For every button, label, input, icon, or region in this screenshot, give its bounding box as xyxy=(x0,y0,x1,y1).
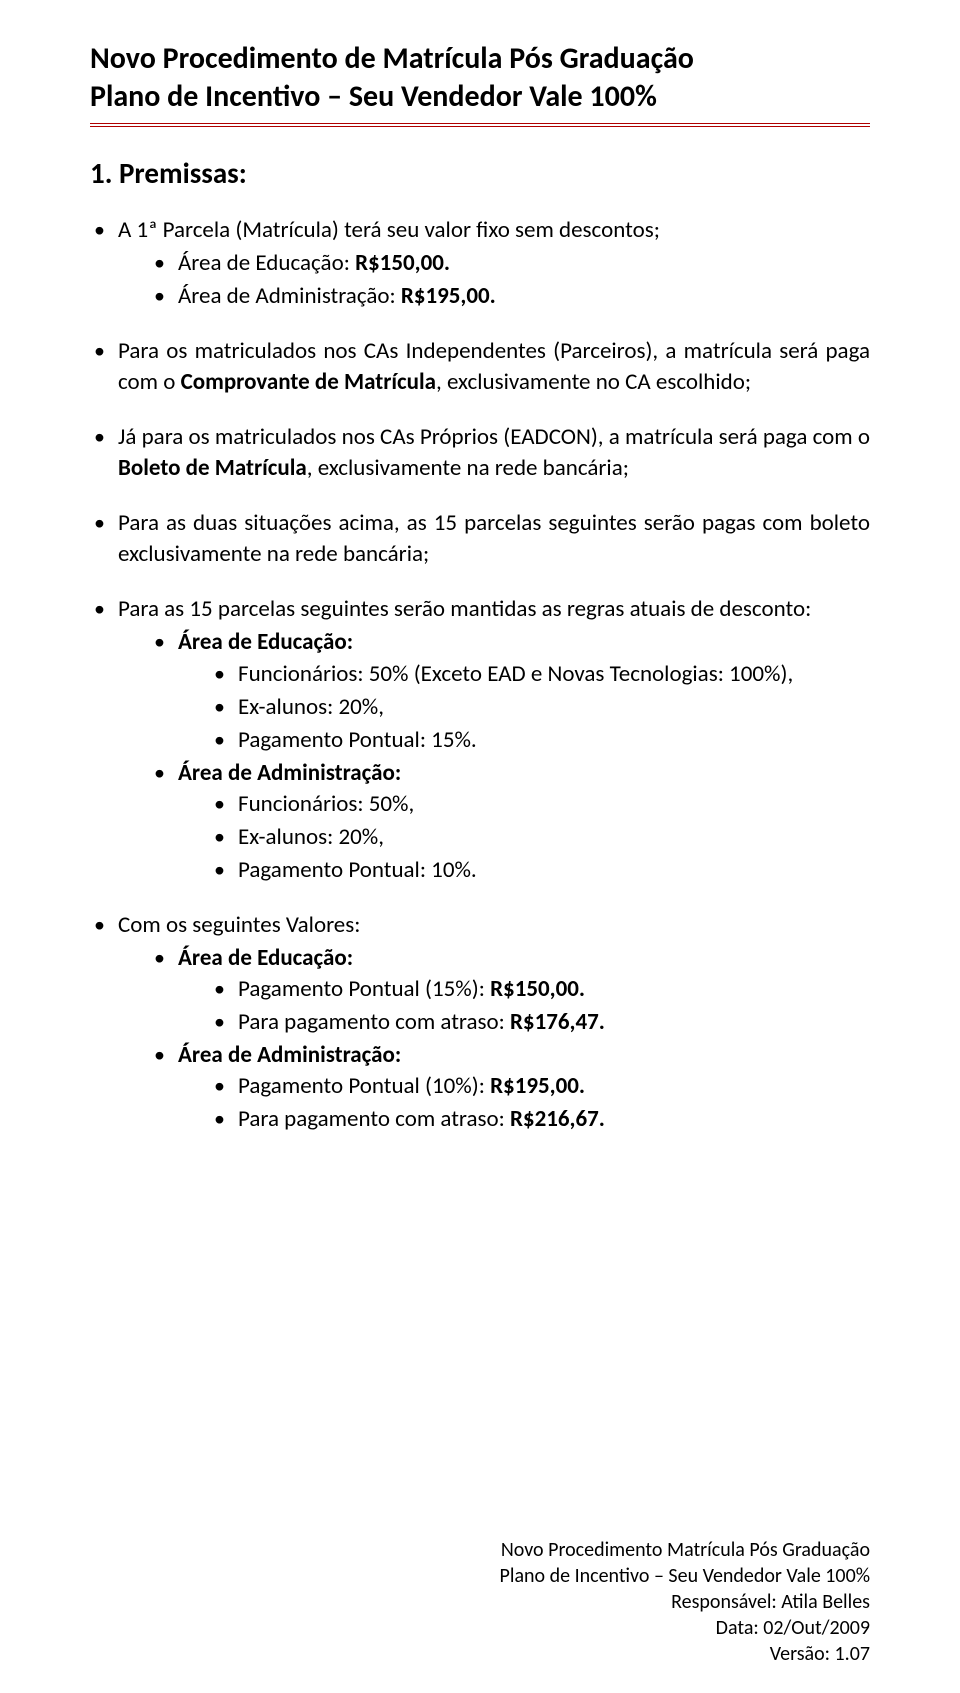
p6-adm-title: Área de Administração: xyxy=(178,1041,401,1069)
p3-bold: Boleto de Matrícula xyxy=(118,454,307,482)
doc-title-line2: Plano de Incentivo – Seu Vendedor Vale 1… xyxy=(90,78,870,116)
premissas-list: A 1ª Parcela (Matrícula) terá seu valor … xyxy=(90,215,870,1135)
p6-adm-pontual-a: Pagamento Pontual (10%): xyxy=(238,1072,490,1100)
p2-b: , exclusivamente no CA escolhido; xyxy=(436,368,751,396)
p5-educacao: Área de Educação: Funcionários: 50% (Exc… xyxy=(152,627,870,755)
p6-adm-pontual: Pagamento Pontual (10%): R$195,00. xyxy=(212,1071,870,1102)
p5-sublist: Área de Educação: Funcionários: 50% (Exc… xyxy=(118,627,870,885)
premissa-4: Para as duas situações acima, as 15 parc… xyxy=(90,508,870,570)
footer-l3: Responsável: Atila Belles xyxy=(500,1589,870,1615)
premissa-3: Já para os matriculados nos CAs Próprios… xyxy=(90,422,870,484)
p6-adm-pontual-b: R$195,00. xyxy=(490,1072,585,1100)
p6-adm-atraso-a: Para pagamento com atraso: xyxy=(238,1105,510,1133)
footer-l5: Versão: 1.07 xyxy=(500,1641,870,1667)
document-footer: Novo Procedimento Matrícula Pós Graduaçã… xyxy=(500,1537,870,1667)
p6-adm-list: Pagamento Pontual (10%): R$195,00. Para … xyxy=(178,1071,870,1135)
p5-administracao: Área de Administração: Funcionários: 50%… xyxy=(152,758,870,886)
footer-l2: Plano de Incentivo – Seu Vendedor Vale 1… xyxy=(500,1563,870,1589)
section-title: 1. Premissas: xyxy=(90,155,870,191)
p1-sublist: Área de Educação: R$150,00. Área de Admi… xyxy=(118,248,870,312)
p6-adm-atraso: Para pagamento com atraso: R$216,67. xyxy=(212,1104,870,1135)
p6-edu-atraso: Para pagamento com atraso: R$176,47. xyxy=(212,1007,870,1038)
premissa-5: Para as 15 parcelas seguintes serão mant… xyxy=(90,594,870,885)
p1-adm-value: R$195,00. xyxy=(401,282,496,310)
p1-adm-label: Área de Administração: xyxy=(178,282,401,310)
p5-edu-exaluno: Ex-alunos: 20%, xyxy=(212,692,870,723)
p6-edu-atraso-a: Para pagamento com atraso: xyxy=(238,1008,510,1036)
p5-adm-title: Área de Administração: xyxy=(178,759,401,787)
p5-adm-exaluno: Ex-alunos: 20%, xyxy=(212,822,870,853)
premissa-2: Para os matriculados nos CAs Independent… xyxy=(90,336,870,398)
p5-edu-func: Funcionários: 50% (Exceto EAD e Novas Te… xyxy=(212,659,870,690)
footer-l1: Novo Procedimento Matrícula Pós Graduaçã… xyxy=(500,1537,870,1563)
p6-edu-pontual-b: R$150,00. xyxy=(490,975,585,1003)
p1-educacao: Área de Educação: R$150,00. xyxy=(152,248,870,279)
p1-administracao: Área de Administração: R$195,00. xyxy=(152,281,870,312)
p6-educacao: Área de Educação: Pagamento Pontual (15%… xyxy=(152,943,870,1038)
p6-sublist: Área de Educação: Pagamento Pontual (15%… xyxy=(118,943,870,1135)
p6-intro: Com os seguintes Valores: xyxy=(118,911,360,939)
p5-adm-list: Funcionários: 50%, Ex-alunos: 20%, Pagam… xyxy=(178,789,870,886)
document-page: Novo Procedimento de Matrícula Pós Gradu… xyxy=(0,0,960,1693)
p6-edu-title: Área de Educação: xyxy=(178,944,353,972)
p6-edu-atraso-b: R$176,47. xyxy=(510,1008,605,1036)
p5-edu-title: Área de Educação: xyxy=(178,628,353,656)
p6-adm-atraso-b: R$216,67. xyxy=(510,1105,605,1133)
p1-edu-value: R$150,00. xyxy=(355,249,450,277)
p3-a: Já para os matriculados nos CAs Próprios… xyxy=(118,423,870,451)
p5-edu-list: Funcionários: 50% (Exceto EAD e Novas Te… xyxy=(178,659,870,756)
p5-intro: Para as 15 parcelas seguintes serão mant… xyxy=(118,595,811,623)
p1-edu-label: Área de Educação: xyxy=(178,249,355,277)
p5-edu-pontual: Pagamento Pontual: 15%. xyxy=(212,725,870,756)
premissa-1: A 1ª Parcela (Matrícula) terá seu valor … xyxy=(90,215,870,312)
p1-intro: A 1ª Parcela (Matrícula) terá seu valor … xyxy=(118,216,660,244)
p6-edu-pontual: Pagamento Pontual (15%): R$150,00. xyxy=(212,974,870,1005)
p6-edu-list: Pagamento Pontual (15%): R$150,00. Para … xyxy=(178,974,870,1038)
p6-edu-pontual-a: Pagamento Pontual (15%): xyxy=(238,975,490,1003)
p5-adm-func: Funcionários: 50%, xyxy=(212,789,870,820)
p5-adm-pontual: Pagamento Pontual: 10%. xyxy=(212,855,870,886)
p2-bold: Comprovante de Matrícula xyxy=(181,368,436,396)
doc-title-line1: Novo Procedimento de Matrícula Pós Gradu… xyxy=(90,40,870,78)
p3-b: , exclusivamente na rede bancária; xyxy=(307,454,629,482)
document-header: Novo Procedimento de Matrícula Pós Gradu… xyxy=(90,40,870,127)
footer-l4: Data: 02/Out/2009 xyxy=(500,1615,870,1641)
premissa-6: Com os seguintes Valores: Área de Educaç… xyxy=(90,910,870,1135)
p6-administracao: Área de Administração: Pagamento Pontual… xyxy=(152,1040,870,1135)
